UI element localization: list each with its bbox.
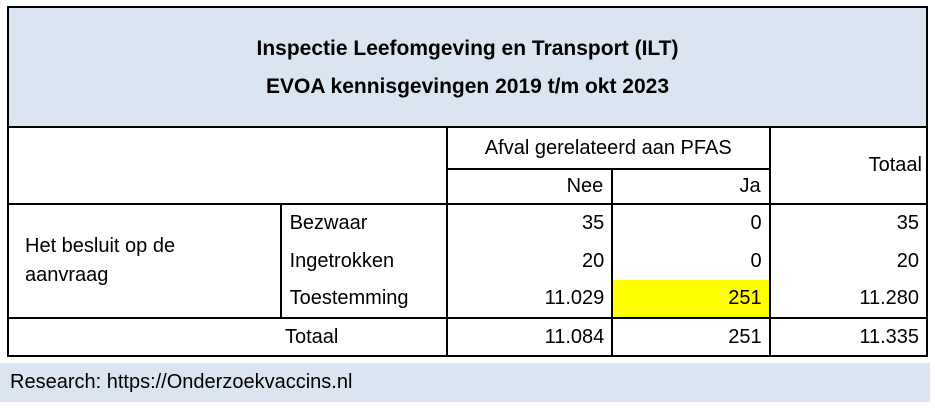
totaal-column-header: Totaal: [768, 126, 929, 205]
table-row-ingetrokken: Ingetrokken 20 0 20: [8, 242, 929, 280]
ja-column-header: Ja: [611, 168, 771, 205]
value-bezwaar-nee: 35: [445, 204, 614, 242]
title-row: Inspectie Leefomgeving en Transport (ILT…: [7, 6, 928, 128]
ilt-evoa-table: Inspectie Leefomgeving en Transport (ILT…: [7, 6, 929, 357]
title-line-1: Inspectie Leefomgeving en Transport (ILT…: [256, 36, 679, 60]
column-header-row-2: Nee Ja: [8, 168, 927, 205]
row-label: Bezwaar: [279, 204, 448, 242]
column-header-row-1: Afval gerelateerd aan PFAS Totaal: [7, 126, 929, 205]
value-toestemming-ja-highlighted: 251: [611, 280, 771, 318]
value-totaal-totaal: 11.335: [768, 317, 929, 357]
value-ingetrokken-ja: 0: [611, 242, 771, 280]
value-toestemming-totaal: 11.280: [768, 280, 929, 318]
value-ingetrokken-totaal: 20: [768, 242, 929, 280]
row-label: Ingetrokken: [279, 242, 448, 280]
research-footer: Research: https://Onderzoekvaccins.nl: [0, 363, 930, 402]
nee-column-header: Nee: [445, 168, 614, 205]
table-title-cell: Inspectie Leefomgeving en Transport (ILT…: [7, 6, 928, 128]
title-line-2: EVOA kennisgevingen 2019 t/m okt 2023: [265, 74, 670, 98]
table-row-totals: Totaal 11.084 251 11.335: [7, 317, 929, 357]
table-row-toestemming: Toestemming 11.029 251 11.280: [8, 280, 929, 318]
row-group-label-cell: Het besluit op de aanvraag: [7, 204, 282, 318]
value-bezwaar-totaal: 35: [768, 204, 929, 242]
value-totaal-ja: 251: [611, 317, 771, 357]
pfas-group-header: Afval gerelateerd aan PFAS: [445, 126, 771, 170]
table-row-bezwaar: Het besluit op de aanvraag Bezwaar 35 0 …: [7, 204, 929, 318]
value-toestemming-nee: 11.029: [445, 280, 614, 318]
value-totaal-nee: 11.084: [445, 317, 614, 357]
value-ingetrokken-nee: 20: [445, 242, 614, 280]
row-group-label: Het besluit op de aanvraag: [25, 235, 176, 286]
footer-text: Research: https://Onderzoekvaccins.nl: [10, 371, 353, 393]
blank-header-cell: [7, 126, 448, 205]
totals-row-label: Totaal: [7, 317, 448, 357]
value-bezwaar-ja: 0: [611, 204, 771, 242]
row-label: Toestemming: [279, 280, 448, 318]
